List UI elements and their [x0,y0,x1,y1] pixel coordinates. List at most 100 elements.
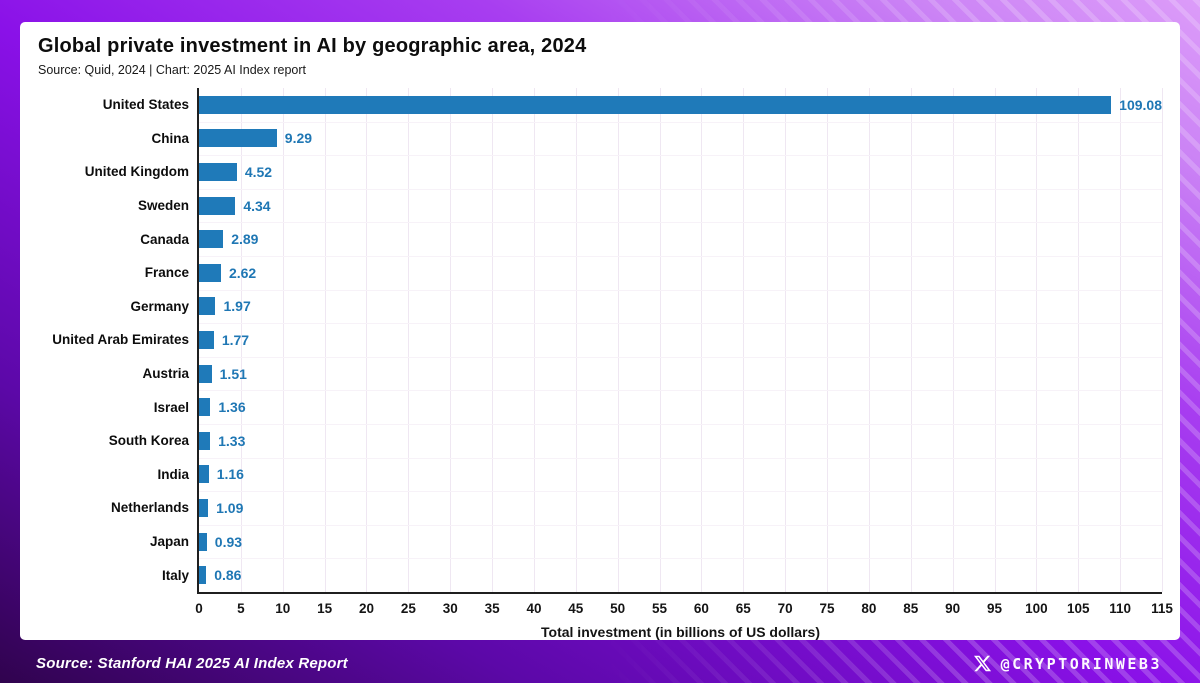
x-tick-label-35: 35 [484,601,500,616]
gridline-row [199,356,1162,358]
footer-handle: @CRYPTORINWEB3 [973,654,1162,673]
gridline-x-65 [743,88,745,592]
gridline-row [199,155,1162,157]
bar-row-israel: Israel 1.36 [154,390,1162,424]
bar-row-france: France 2.62 [145,256,1162,290]
gridline-x-30 [450,88,452,592]
gridline-x-75 [827,88,829,592]
bar-row-italy: Italy 0.86 [162,558,1162,592]
gridline-x-95 [994,88,996,592]
value-label: 0.93 [214,533,243,550]
x-tick-label-55: 55 [652,601,668,616]
x-tick-label-80: 80 [861,601,877,616]
gridline-x-115 [1162,88,1163,592]
gridline-x-55 [659,88,661,592]
bar-row-austria: Austria 1.51 [142,357,1162,391]
category-label: United Arab Emirates [52,332,189,348]
gridline-x-105 [1078,88,1080,592]
x-tick-label-0: 0 [195,601,203,616]
value-label: 1.33 [218,432,246,449]
gridline-x-110 [1120,88,1122,592]
category-label: China [151,130,189,146]
category-label: India [157,466,189,482]
bar-row-japan: Japan 0.93 [150,525,1162,559]
bar [199,465,209,484]
bar-row-india: India 1.16 [157,458,1162,492]
chart-card: Global private investment in AI by geogr… [20,22,1180,640]
x-tick-label-75: 75 [819,601,835,616]
x-tick-label-110: 110 [1109,601,1132,616]
gridline-x-10 [282,88,284,592]
value-label: 2.89 [231,231,259,248]
bar [199,297,216,316]
x-tick-label-10: 10 [275,601,291,616]
value-label: 1.09 [216,499,244,516]
bar [199,532,207,551]
value-label: 4.52 [244,163,273,180]
gridline-row [199,323,1162,325]
category-label: Italy [161,567,189,583]
value-label: 0.86 [214,567,242,584]
bar [199,162,237,181]
value-label: 1.77 [221,331,250,348]
gridline-x-60 [701,88,703,592]
gridline-row [199,424,1162,425]
bar-row-united-kingdom: United Kingdom 4.52 [85,155,1162,189]
x-tick-label-30: 30 [442,601,458,616]
x-tick-label-70: 70 [777,601,793,616]
gridline-row [199,390,1162,392]
x-tick-label-115: 115 [1151,601,1173,616]
bar [199,230,224,249]
gridline-x-50 [617,88,619,592]
category-label: Germany [130,298,189,314]
x-tick-label-40: 40 [526,601,542,616]
gridline-row [199,524,1162,526]
x-tick-label-105: 105 [1066,601,1090,616]
x-tick-label-45: 45 [568,601,584,616]
value-label: 1.36 [218,399,246,416]
gridline-x-5 [240,88,242,592]
chart-subtitle: Source: Quid, 2024 | Chart: 2025 AI Inde… [38,63,306,77]
bar [199,330,214,349]
bar [199,263,221,282]
gridline-row [199,188,1162,190]
bar-row-south-korea: South Korea 1.33 [109,424,1162,458]
x-tick-label-90: 90 [945,601,961,616]
x-tick-label-25: 25 [400,601,416,616]
bar-row-united-arab-emirates: United Arab Emirates 1.77 [52,323,1162,357]
footer-source-text: Source: Stanford HAI 2025 AI Index Repor… [36,655,348,672]
bar [199,95,1112,114]
gridlines [199,88,1163,592]
plot-area: United States 109.08 China 9.29 United Kingd… [52,88,1173,640]
bar-row-germany: Germany 1.97 [130,290,1162,324]
category-label: South Korea [108,433,189,449]
gridline-x-45 [575,88,577,592]
x-tick-label-5: 5 [237,601,245,616]
gridline-x-15 [324,88,326,592]
gridline-row [199,457,1162,459]
gridline-row [199,256,1162,257]
x-tick-label-100: 100 [1025,601,1048,616]
value-label: 1.51 [219,365,247,382]
gridline-x-40 [533,88,535,592]
bar-row-canada: Canada 2.89 [140,222,1162,256]
bar [199,196,236,215]
value-label: 2.62 [228,264,257,281]
x-tick-label-20: 20 [358,601,374,616]
bar [199,431,211,450]
gridline-x-90 [952,88,954,592]
footer-handle-text: @CRYPTORINWEB3 [1000,654,1162,673]
bar [199,566,207,585]
category-label: Sweden [137,198,189,214]
gridline-x-35 [492,88,494,592]
value-label: 4.34 [243,197,271,214]
x-tick-label-85: 85 [903,601,919,616]
category-label: United States [102,97,189,113]
category-label: Canada [140,231,189,247]
category-label: France [144,265,189,281]
gridline-x-20 [366,88,368,592]
bar [199,398,211,417]
x-tick-label-15: 15 [317,601,333,616]
bar [199,364,212,383]
gridline-x-80 [868,88,870,592]
